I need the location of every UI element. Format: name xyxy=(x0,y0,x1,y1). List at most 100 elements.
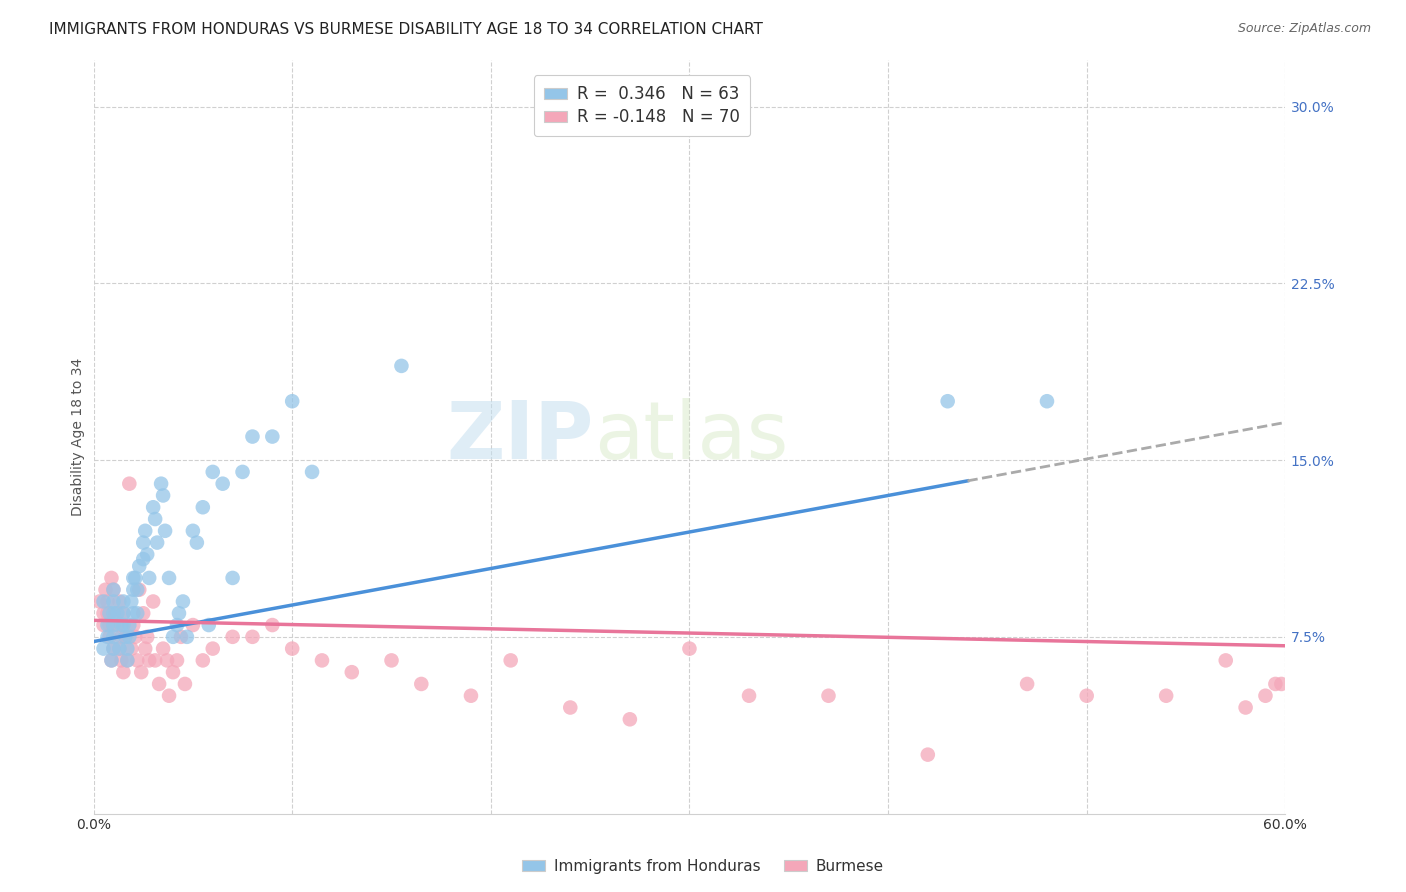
Point xyxy=(122,571,145,585)
Point xyxy=(181,618,204,632)
Point xyxy=(242,630,264,644)
Point xyxy=(104,607,127,621)
Point xyxy=(118,476,141,491)
Text: atlas: atlas xyxy=(595,398,789,475)
Point xyxy=(112,594,135,608)
Point xyxy=(1234,700,1257,714)
Point xyxy=(242,429,264,443)
Point xyxy=(1264,677,1286,691)
Point xyxy=(174,677,197,691)
Point xyxy=(124,571,146,585)
Point xyxy=(108,594,131,608)
Point xyxy=(262,429,284,443)
Point xyxy=(201,465,224,479)
Point xyxy=(936,394,959,409)
Point xyxy=(148,677,170,691)
Point xyxy=(197,618,219,632)
Point xyxy=(134,524,156,538)
Point xyxy=(146,535,169,549)
Point xyxy=(103,594,125,608)
Point xyxy=(127,653,149,667)
Point xyxy=(132,535,155,549)
Point xyxy=(157,689,180,703)
Point xyxy=(391,359,413,373)
Point xyxy=(107,607,129,621)
Point xyxy=(132,607,155,621)
Point xyxy=(122,582,145,597)
Point xyxy=(191,653,214,667)
Point xyxy=(118,618,141,632)
Point xyxy=(110,630,132,644)
Point xyxy=(181,524,204,538)
Point xyxy=(129,665,152,680)
Point xyxy=(176,630,198,644)
Point xyxy=(917,747,939,762)
Point xyxy=(96,618,118,632)
Point xyxy=(103,607,125,621)
Point xyxy=(221,630,243,644)
Point xyxy=(1017,677,1039,691)
Point xyxy=(93,641,115,656)
Point xyxy=(124,630,146,644)
Point xyxy=(150,476,173,491)
Point xyxy=(107,618,129,632)
Point xyxy=(142,594,165,608)
Point xyxy=(281,641,304,656)
Point xyxy=(112,665,135,680)
Point xyxy=(619,712,641,726)
Point xyxy=(98,607,121,621)
Point xyxy=(166,618,188,632)
Point xyxy=(152,488,174,502)
Point xyxy=(128,582,150,597)
Point xyxy=(156,653,179,667)
Legend: Immigrants from Honduras, Burmese: Immigrants from Honduras, Burmese xyxy=(516,853,890,880)
Point xyxy=(118,630,141,644)
Point xyxy=(98,630,121,644)
Point xyxy=(122,618,145,632)
Point xyxy=(142,500,165,515)
Point xyxy=(157,571,180,585)
Point xyxy=(499,653,522,667)
Point xyxy=(162,630,184,644)
Text: ZIP: ZIP xyxy=(447,398,595,475)
Point xyxy=(117,653,139,667)
Point xyxy=(738,689,761,703)
Point xyxy=(167,607,190,621)
Point xyxy=(380,653,402,667)
Point xyxy=(311,653,333,667)
Point xyxy=(201,641,224,656)
Point xyxy=(103,618,125,632)
Text: Source: ZipAtlas.com: Source: ZipAtlas.com xyxy=(1237,22,1371,36)
Point xyxy=(93,618,115,632)
Point xyxy=(1036,394,1059,409)
Y-axis label: Disability Age 18 to 34: Disability Age 18 to 34 xyxy=(72,358,86,516)
Point xyxy=(122,607,145,621)
Point xyxy=(143,653,166,667)
Point xyxy=(460,689,482,703)
Point xyxy=(136,630,159,644)
Point xyxy=(103,641,125,656)
Point xyxy=(132,552,155,566)
Point xyxy=(93,607,115,621)
Point xyxy=(98,618,121,632)
Point xyxy=(93,594,115,608)
Point xyxy=(301,465,323,479)
Point xyxy=(112,607,135,621)
Point xyxy=(96,607,118,621)
Point xyxy=(100,571,122,585)
Point xyxy=(112,607,135,621)
Point xyxy=(128,559,150,574)
Point xyxy=(817,689,839,703)
Point xyxy=(108,641,131,656)
Point xyxy=(134,641,156,656)
Point xyxy=(117,641,139,656)
Point xyxy=(162,665,184,680)
Text: IMMIGRANTS FROM HONDURAS VS BURMESE DISABILITY AGE 18 TO 34 CORRELATION CHART: IMMIGRANTS FROM HONDURAS VS BURMESE DISA… xyxy=(49,22,763,37)
Point xyxy=(120,641,142,656)
Point xyxy=(281,394,304,409)
Point xyxy=(191,500,214,515)
Point xyxy=(560,700,582,714)
Point xyxy=(211,476,233,491)
Point xyxy=(678,641,700,656)
Point xyxy=(100,653,122,667)
